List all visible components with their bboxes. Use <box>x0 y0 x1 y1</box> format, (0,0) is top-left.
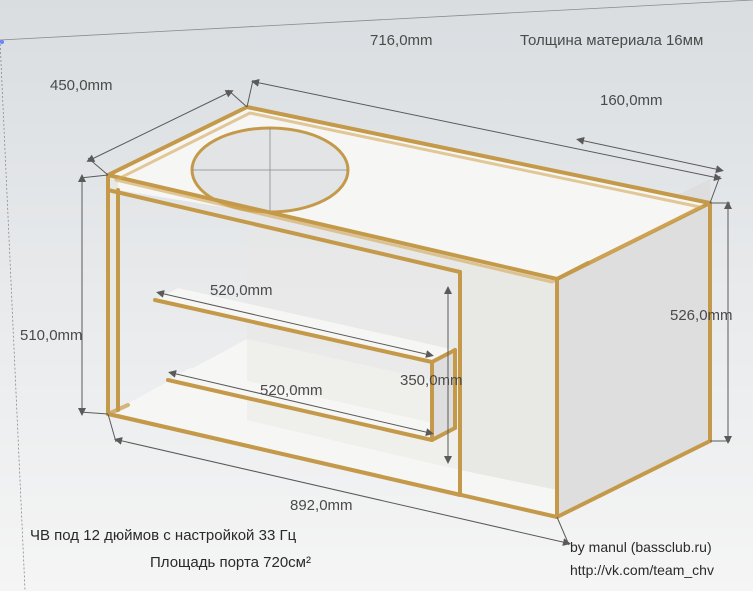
dim-right-offset: 160,0mm <box>600 92 663 109</box>
dim-top-depth: 450,0mm <box>50 77 113 94</box>
note-tuning: ЧВ под 12 дюймов с настройкой 33 Гц <box>30 527 297 544</box>
dim-right-height: 526,0mm <box>670 307 733 324</box>
dim-left-height: 510,0mm <box>20 327 83 344</box>
credit-author: by manul (bassclub.ru) <box>570 539 712 555</box>
note-material: Толщина материала 16мм <box>520 32 703 49</box>
dim-bottom-width: 892,0mm <box>290 497 353 514</box>
note-port-area: Площадь порта 720см² <box>150 554 311 571</box>
dim-shelf2: 520,0mm <box>260 382 323 399</box>
credit-link: http://vk.com/team_chv <box>570 562 714 578</box>
dim-shelf1: 520,0mm <box>210 282 273 299</box>
dim-top-width: 716,0mm <box>370 32 433 49</box>
dim-inner-height: 350,0mm <box>400 372 463 389</box>
